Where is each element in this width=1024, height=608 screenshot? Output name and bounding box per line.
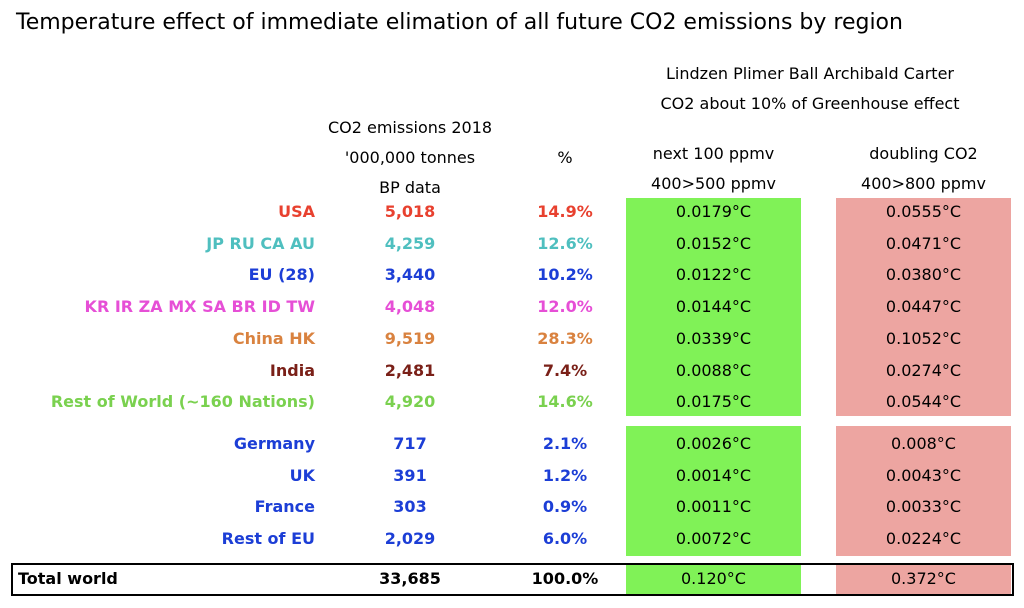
row-emissions-value: 2,029 bbox=[384, 529, 436, 548]
double-header-2: 400>800 ppmv bbox=[861, 174, 986, 193]
row-region-label: France bbox=[254, 497, 315, 516]
total-next-temp: 0.120°C bbox=[681, 569, 746, 588]
row-double-temp-value: 0.0033°C bbox=[885, 497, 962, 516]
chart-title: Temperature effect of immediate elimatio… bbox=[16, 10, 903, 35]
row-region-label: UK bbox=[289, 466, 315, 485]
row-double-temp-value: 0.0380°C bbox=[885, 265, 962, 284]
row-next-temp-value: 0.0144°C bbox=[675, 297, 752, 316]
row-percent-value: 2.1% bbox=[542, 434, 588, 453]
row-double-temp-value: 0.0043°C bbox=[885, 466, 962, 485]
row-double-temp-value: 0.0224°C bbox=[885, 529, 962, 548]
row-next-temp-value: 0.0011°C bbox=[675, 497, 752, 516]
row-percent-value: 12.0% bbox=[537, 297, 593, 316]
source-line-2: CO2 about 10% of Greenhouse effect bbox=[660, 94, 960, 113]
row-next-temp-value: 0.0175°C bbox=[675, 392, 752, 411]
percent-header: % bbox=[557, 148, 573, 167]
source-line-1: Lindzen Plimer Ball Archibald Carter bbox=[666, 64, 954, 83]
emissions-header-1: CO2 emissions 2018 bbox=[327, 118, 493, 137]
row-double-temp-value: 0.008°C bbox=[891, 434, 956, 453]
row-region-label: Rest of EU bbox=[221, 529, 315, 548]
row-next-temp-value: 0.0179°C bbox=[675, 202, 752, 221]
row-double-temp-value: 0.0555°C bbox=[885, 202, 962, 221]
total-percent: 100.0% bbox=[531, 569, 599, 588]
double-column-bg-total bbox=[836, 563, 1011, 596]
row-next-temp-value: 0.0014°C bbox=[675, 466, 752, 485]
row-region-label: EU (28) bbox=[248, 265, 315, 284]
row-region-label: JP RU CA AU bbox=[206, 234, 315, 253]
row-region-label: China HK bbox=[232, 329, 315, 348]
total-row-frame bbox=[11, 563, 1014, 596]
row-next-temp-value: 0.0072°C bbox=[675, 529, 752, 548]
row-next-temp-value: 0.0026°C bbox=[675, 434, 752, 453]
emissions-header-2: '000,000 tonnes bbox=[344, 148, 476, 167]
row-emissions-value: 2,481 bbox=[384, 361, 436, 380]
row-emissions-value: 4,048 bbox=[384, 297, 436, 316]
row-percent-value: 7.4% bbox=[542, 361, 588, 380]
double-column-bg-bottom bbox=[836, 426, 1011, 556]
row-emissions-value: 4,259 bbox=[384, 234, 436, 253]
row-next-temp-value: 0.0152°C bbox=[675, 234, 752, 253]
row-percent-value: 1.2% bbox=[542, 466, 588, 485]
row-emissions-value: 391 bbox=[393, 466, 427, 485]
next-column-bg-total bbox=[626, 563, 801, 596]
row-emissions-value: 303 bbox=[393, 497, 427, 516]
row-emissions-value: 4,920 bbox=[384, 392, 436, 411]
row-region-label: USA bbox=[278, 202, 315, 221]
row-next-temp-value: 0.0088°C bbox=[675, 361, 752, 380]
row-percent-value: 10.2% bbox=[537, 265, 593, 284]
total-double-temp: 0.372°C bbox=[891, 569, 956, 588]
next-column-bg-bottom bbox=[626, 426, 801, 556]
row-double-temp-value: 0.0274°C bbox=[885, 361, 962, 380]
row-emissions-value: 717 bbox=[393, 434, 427, 453]
row-region-label: India bbox=[269, 361, 315, 380]
row-region-label: KR IR ZA MX SA BR ID TW bbox=[84, 297, 315, 316]
double-header-1: doubling CO2 bbox=[869, 144, 978, 163]
row-percent-value: 12.6% bbox=[537, 234, 593, 253]
next-column-bg-top bbox=[626, 198, 801, 416]
row-percent-value: 0.9% bbox=[542, 497, 588, 516]
row-emissions-value: 5,018 bbox=[384, 202, 436, 221]
row-next-temp-value: 0.0122°C bbox=[675, 265, 752, 284]
next-header-1: next 100 ppmv bbox=[652, 144, 775, 163]
row-region-label: Germany bbox=[233, 434, 315, 453]
row-double-temp-value: 0.0471°C bbox=[885, 234, 962, 253]
emissions-header-3: BP data bbox=[379, 178, 441, 197]
row-emissions-value: 9,519 bbox=[384, 329, 436, 348]
next-header-2: 400>500 ppmv bbox=[651, 174, 776, 193]
row-percent-value: 28.3% bbox=[537, 329, 593, 348]
row-emissions-value: 3,440 bbox=[384, 265, 436, 284]
row-region-label: Rest of World (~160 Nations) bbox=[50, 392, 315, 411]
row-percent-value: 14.6% bbox=[537, 392, 593, 411]
total-emissions: 33,685 bbox=[379, 569, 441, 588]
row-double-temp-value: 0.0447°C bbox=[885, 297, 962, 316]
row-percent-value: 6.0% bbox=[542, 529, 588, 548]
row-double-temp-value: 0.0544°C bbox=[885, 392, 962, 411]
row-next-temp-value: 0.0339°C bbox=[675, 329, 752, 348]
row-percent-value: 14.9% bbox=[537, 202, 593, 221]
row-double-temp-value: 0.1052°C bbox=[885, 329, 962, 348]
total-label: Total world bbox=[18, 569, 118, 588]
double-column-bg-top bbox=[836, 198, 1011, 416]
